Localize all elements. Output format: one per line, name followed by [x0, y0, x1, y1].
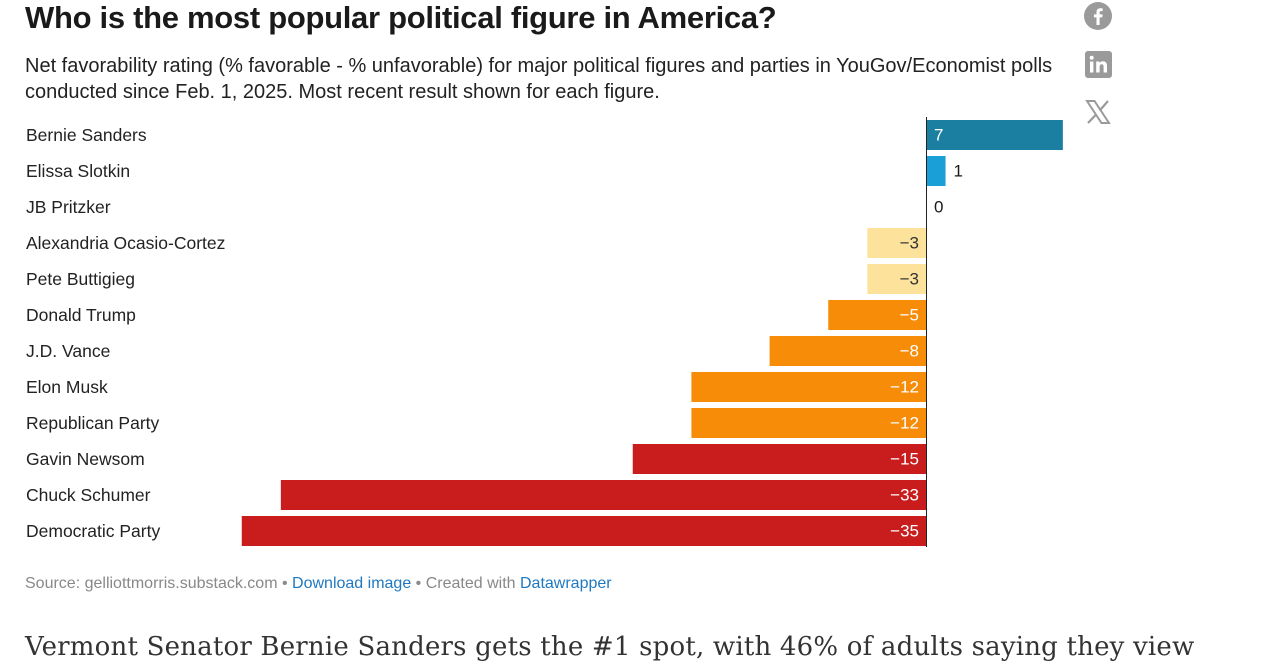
- bar-chuck-schumer: [280, 480, 927, 510]
- category-label-donald-trump: Donald Trump: [26, 305, 136, 325]
- bar-democratic-party: [241, 516, 926, 546]
- bar-pete-buttigieg: [867, 264, 926, 294]
- category-label-democratic-party: Democratic Party: [26, 521, 160, 541]
- category-label-elissa-slotkin: Elissa Slotkin: [26, 161, 130, 181]
- chart-subtitle: Net favorability rating (% favorable - %…: [25, 55, 1053, 103]
- value-label-bernie-sanders: 7: [934, 126, 943, 145]
- category-labels: Bernie Sanders Elissa Slotkin JB Pritzker A…: [26, 125, 225, 541]
- separator: •: [277, 575, 293, 592]
- x-icon: [1085, 100, 1111, 124]
- category-label-chuck-schumer: Chuck Schumer: [26, 485, 151, 505]
- category-label-elon-musk: Elon Musk: [26, 377, 108, 397]
- bar-republican-party: [691, 408, 926, 438]
- category-label-j-d-vance: J.D. Vance: [26, 341, 110, 361]
- bar-j-d-vance: [769, 336, 926, 366]
- value-label-democratic-party: −35: [890, 522, 919, 541]
- source-line: Source: gelliottmorris.substack.com • Do…: [25, 575, 612, 593]
- source-text: Source: gelliottmorris.substack.com: [25, 575, 278, 592]
- facebook-share-button[interactable]: [1083, 1, 1113, 31]
- value-labels: 710 −3 −3 −5 −8 −12 −12 −15 −33 −35: [890, 126, 963, 541]
- category-label-pete-buttigieg: Pete Buttigieg: [26, 269, 135, 289]
- category-label-gavin-newsom: Gavin Newsom: [26, 449, 145, 469]
- created-with-text: Created with: [425, 575, 516, 592]
- bar-alexandria-ocasio-cortez: [867, 228, 926, 258]
- x-share-button[interactable]: [1083, 97, 1113, 127]
- value-label-j-d-vance: −8: [900, 342, 919, 361]
- article-body-text: Vermont Senator Bernie Sanders gets the …: [25, 632, 1195, 662]
- category-label-republican-party: Republican Party: [26, 413, 160, 433]
- category-label-alexandria-ocasio-cortez: Alexandria Ocasio-Cortez: [26, 233, 225, 253]
- value-label-alexandria-ocasio-cortez: −3: [900, 234, 919, 253]
- value-label-gavin-newsom: −15: [890, 450, 919, 469]
- value-label-elissa-slotkin: 1: [954, 162, 963, 181]
- bar-bernie-sanders: [926, 120, 1063, 150]
- bar-elissa-slotkin: [926, 156, 946, 186]
- chart-title: Who is the most popular political figure…: [25, 0, 777, 35]
- linkedin-share-button[interactable]: [1083, 49, 1113, 79]
- category-label-jb-pritzker: JB Pritzker: [26, 197, 111, 217]
- download-image-link[interactable]: Download image: [292, 575, 412, 592]
- category-label-bernie-sanders: Bernie Sanders: [26, 125, 147, 145]
- value-label-donald-trump: −5: [900, 306, 919, 325]
- facebook-icon: [1084, 2, 1112, 30]
- value-label-chuck-schumer: −33: [890, 486, 919, 505]
- bar-chart: Bernie Sanders Elissa Slotkin JB Pritzker A…: [26, 117, 1063, 547]
- separator: •: [411, 575, 426, 592]
- bar-elon-musk: [691, 372, 926, 402]
- bars: [241, 120, 1063, 546]
- value-label-jb-pritzker: 0: [934, 198, 943, 217]
- value-label-elon-musk: −12: [890, 378, 919, 397]
- bar-donald-trump: [828, 300, 926, 330]
- value-label-republican-party: −12: [890, 414, 919, 433]
- value-label-pete-buttigieg: −3: [900, 270, 919, 289]
- bar-gavin-newsom: [632, 444, 926, 474]
- datawrapper-link[interactable]: Datawrapper: [520, 575, 612, 592]
- linkedin-icon: [1084, 50, 1112, 78]
